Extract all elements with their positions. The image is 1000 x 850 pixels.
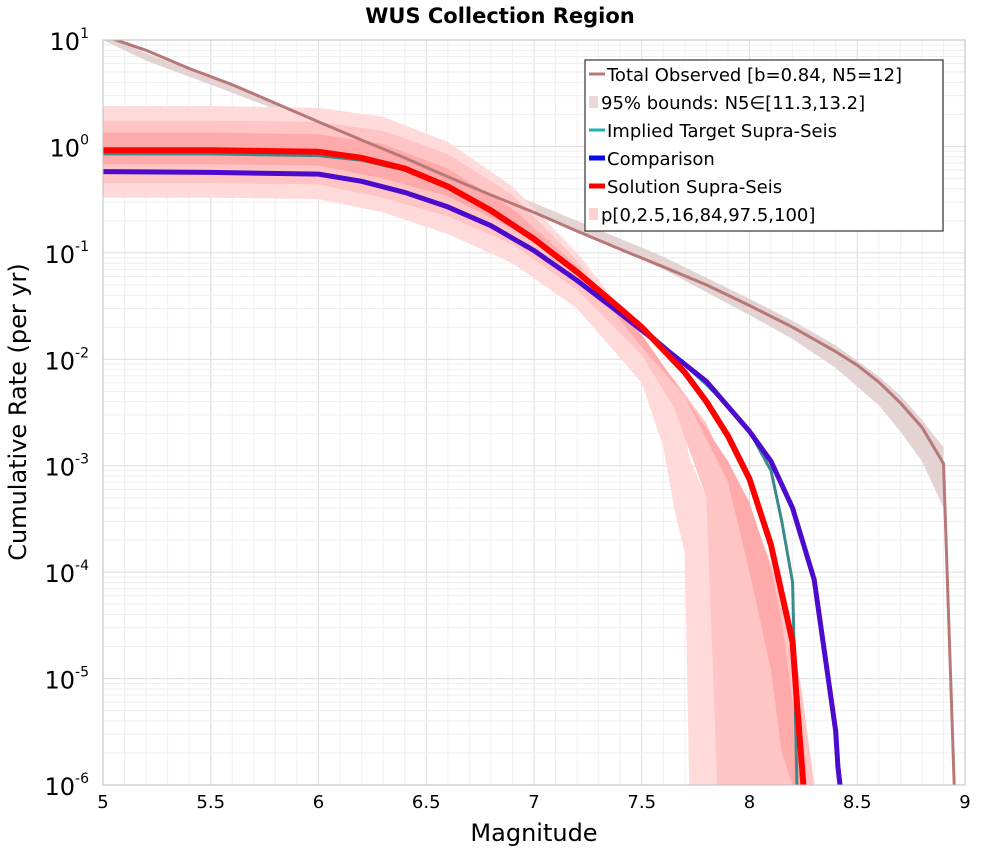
x-tick-label: 8.5 xyxy=(843,792,872,813)
series-line xyxy=(111,40,956,785)
confidence-band xyxy=(103,120,815,785)
x-tick-label: 6.5 xyxy=(412,792,441,813)
legend-label: Total Observed [b=0.84, N5=12] xyxy=(606,65,902,86)
y-tick-label: 10-4 xyxy=(44,558,89,588)
legend-box xyxy=(584,59,944,232)
legend-label: 95% bounds: N5∈[11.3,13.2] xyxy=(601,93,865,114)
series-line xyxy=(103,147,807,785)
legend-label: Comparison xyxy=(607,149,715,170)
x-tick-label: 5.5 xyxy=(196,792,225,813)
series-line xyxy=(103,169,843,785)
x-tick-labels: 5 5.5 6 6.5 7 7.5 8 8.5 9 xyxy=(97,792,970,813)
x-tick-label: 8 xyxy=(744,792,755,813)
y-tick-label: 10-6 xyxy=(44,771,89,801)
x-tick-label: 7 xyxy=(528,792,539,813)
y-tick-label: 10-3 xyxy=(44,452,89,482)
y-tick-label: 10-1 xyxy=(44,239,89,269)
x-tick-label: 6 xyxy=(313,792,324,813)
legend-swatch xyxy=(589,208,598,220)
y-tick-label: 10-5 xyxy=(44,665,89,695)
y-axis-label: Cumulative Rate (per yr) xyxy=(4,263,32,561)
series-layer xyxy=(103,40,956,785)
legend: Total Observed [b=0.84, N5=12] 95% bounds… xyxy=(584,59,944,232)
x-tick-label: 5 xyxy=(97,792,108,813)
y-tick-labels: 101 100 10-1 10-2 10-3 10-4 10-5 10-6 xyxy=(44,26,89,801)
x-tick-label: 7.5 xyxy=(627,792,656,813)
legend-label: Solution Supra-Seis xyxy=(607,177,782,198)
legend-swatch xyxy=(589,96,598,108)
y-tick-label: 10-2 xyxy=(44,345,89,375)
y-tick-label: 100 xyxy=(50,132,89,162)
legend-label: Implied Target Supra-Seis xyxy=(607,121,837,142)
y-tick-label: 101 xyxy=(50,26,89,56)
x-tick-label: 9 xyxy=(959,792,970,813)
chart-title: WUS Collection Region xyxy=(365,4,635,28)
plot-frame xyxy=(102,39,966,786)
x-axis-label: Magnitude xyxy=(470,819,597,847)
legend-label: p[0,2.5,16,84,97.5,100] xyxy=(601,205,815,226)
